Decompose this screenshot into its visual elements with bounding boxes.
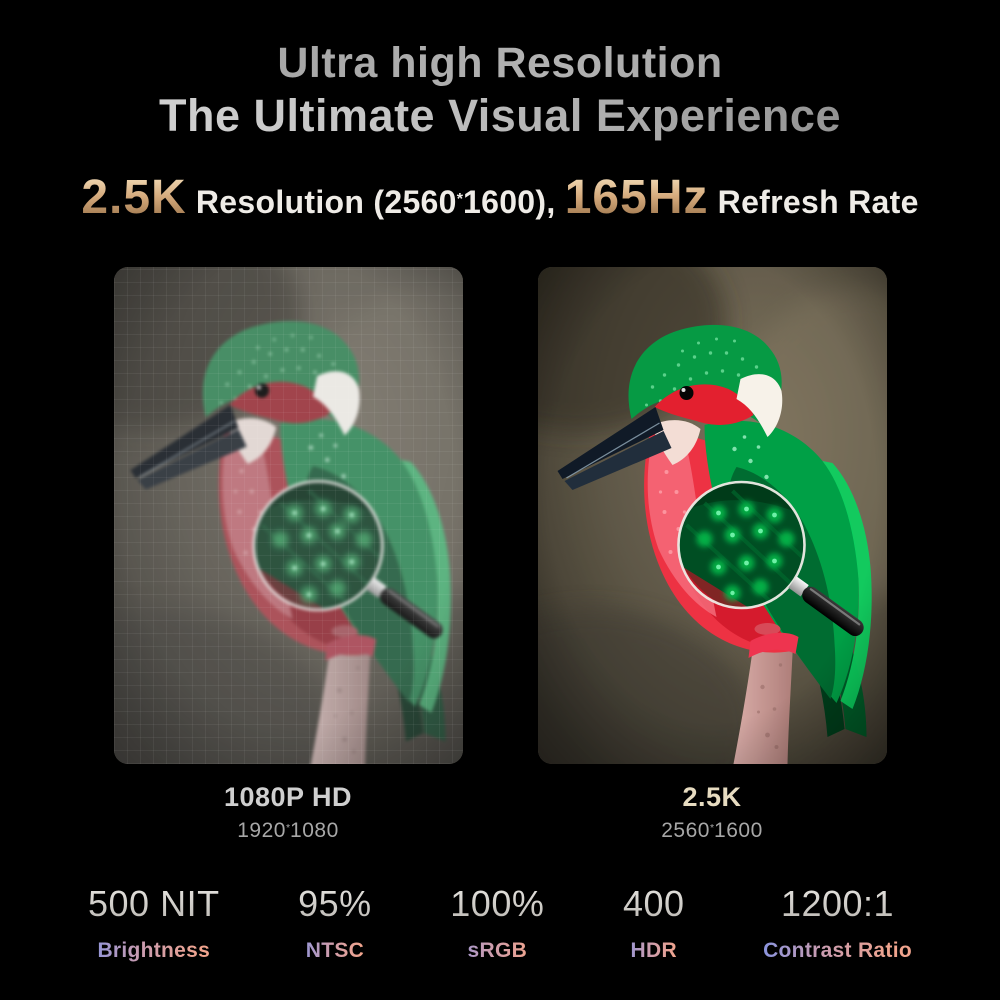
bird-photo-2-5k: [537, 266, 887, 764]
photo-resolution-1080p: 1920*1080: [114, 819, 463, 843]
spec-label: NTSC: [298, 939, 372, 963]
asterisk-separator: *: [709, 822, 715, 835]
spec-srgb: 100% sRGB: [450, 883, 544, 963]
spec-value: 1200:1: [763, 883, 912, 925]
spec-hdr: 400 HDR: [623, 883, 685, 963]
spec-label: Contrast Ratio: [763, 938, 912, 962]
spec-value: 400: [622, 882, 685, 924]
spec-contrast-ratio: 1200:1 Contrast Ratio: [763, 883, 912, 963]
photo-resolution-2-5k: 2560*1600: [538, 819, 887, 843]
headline-text-3: Refresh Rate: [708, 183, 919, 220]
spec-label: Brightness: [88, 939, 220, 963]
spec-value: 95%: [298, 882, 372, 924]
resolution-comparison: 1080P HD 1920*1080 2.5K 2560*1600: [0, 266, 1000, 843]
spec-label: HDR: [623, 939, 685, 963]
specs-row: 500 NIT Brightness 95% NTSC 100% sRGB 40…: [0, 883, 1000, 963]
asterisk-separator: *: [456, 191, 463, 209]
spec-headline: 2.5K Resolution (2560*1600), 165Hz Refre…: [0, 170, 1000, 225]
header: Ultra high Resolution The Ultimate Visua…: [0, 0, 1000, 142]
asterisk-separator: *: [285, 822, 291, 835]
spec-brightness: 500 NIT Brightness: [88, 883, 220, 963]
bird-photo-1080p: [113, 266, 463, 764]
headline-text-1: Resolution (2560: [186, 183, 457, 220]
page-title-line1: Ultra high Resolution: [0, 38, 1000, 89]
res-width: 1920: [237, 818, 286, 842]
spec-label: sRGB: [450, 939, 544, 963]
kingfisher-illustration-sharp: [538, 267, 887, 764]
kingfisher-illustration-blurry: [114, 267, 463, 764]
comparison-right-column: 2.5K 2560*1600: [537, 266, 887, 843]
res-height: 1080: [290, 818, 339, 842]
comparison-left-column: 1080P HD 1920*1080: [113, 266, 463, 843]
refresh-rate-value: 165Hz: [564, 170, 709, 224]
caption-left: 1080P HD 1920*1080: [114, 782, 463, 843]
spec-value: 100%: [450, 882, 545, 924]
res-height: 1600: [714, 818, 763, 842]
headline-text-2: 1600),: [463, 183, 565, 220]
photo-label-1080p: 1080P HD: [223, 781, 353, 812]
photo-label-2-5k: 2.5K: [682, 781, 742, 812]
res-width: 2560: [661, 818, 710, 842]
resolution-value: 2.5K: [81, 170, 187, 224]
page-title-line2: The Ultimate Visual Experience: [0, 89, 1000, 142]
spec-ntsc: 95% NTSC: [298, 883, 372, 963]
caption-right: 2.5K 2560*1600: [538, 782, 887, 843]
spec-value: 500 NIT: [88, 882, 220, 924]
